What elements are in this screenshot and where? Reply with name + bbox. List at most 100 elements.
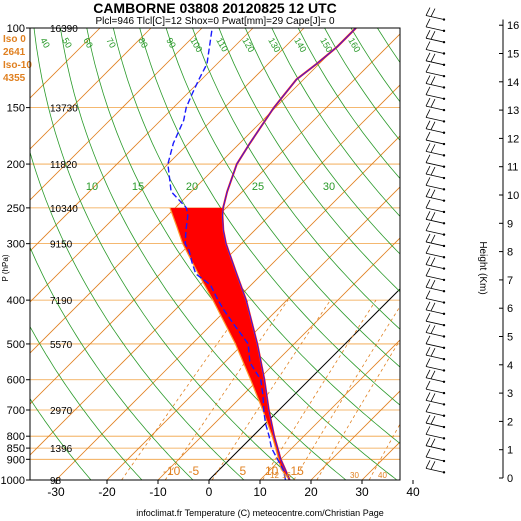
height-tick-label: 6 [507, 303, 513, 315]
wind-barb [425, 369, 446, 383]
height-tick-label: 13 [507, 105, 519, 117]
wind-barb-flag [430, 121, 436, 130]
wind-barb-staff [425, 218, 445, 224]
isotherm-line [55, 135, 400, 480]
wind-barb-dot [442, 52, 446, 55]
height-tick-label: 12 [507, 133, 519, 145]
wind-barb-dot [442, 233, 446, 236]
dry-adiabat-line [165, 28, 400, 368]
wind-barb-dot [442, 414, 446, 417]
wind-barb-staff [425, 286, 445, 292]
wind-barb [425, 392, 446, 406]
adiabat-label: 120 [240, 36, 256, 54]
wind-barb [425, 358, 446, 372]
wind-barb-dot [442, 301, 446, 304]
temperature-axis: -30 -20 -10 0 10 20 30 40 [47, 480, 420, 499]
wind-barb [425, 177, 446, 191]
adiabat-label: 15 [132, 181, 144, 193]
wind-barb-dot [442, 290, 446, 293]
wind-barb-flag [425, 18, 431, 28]
dewpoint-line [167, 28, 287, 480]
wind-barb-staff [425, 445, 445, 451]
wind-barb-dot [442, 471, 446, 474]
pressure-tick-label: 1000 [1, 475, 25, 487]
iso-level-box: Iso 0 2641 Iso-10 4355 [3, 34, 32, 84]
wind-barb-flag [430, 8, 436, 17]
wind-barb [425, 131, 446, 146]
wind-barb-dot [442, 222, 446, 225]
wind-barb-staff [425, 252, 445, 258]
wind-barb [425, 335, 446, 350]
wind-barb-flag [425, 7, 431, 16]
wind-barb-flag [430, 393, 436, 402]
pressure-tick-label: 700 [7, 405, 25, 417]
wind-barb [425, 52, 446, 67]
adiabat-label: 160 [346, 36, 362, 54]
wind-barb-staff [425, 60, 445, 66]
temperature-line [221, 28, 357, 480]
mixing-ratio-label: 30 [350, 471, 359, 480]
wind-barb-flag [425, 437, 431, 446]
wind-barb-staff [425, 94, 445, 100]
wind-barb-dot [442, 391, 446, 395]
wind-barb-flag [425, 403, 431, 412]
temperature-tick-label: 20 [304, 485, 318, 499]
wind-barb-dot [442, 448, 446, 451]
wind-barb [425, 313, 446, 327]
wind-barb-staff [425, 150, 445, 156]
wind-barb [425, 7, 446, 21]
wind-barb-flag [430, 98, 436, 108]
wind-barb [425, 279, 446, 293]
mixing-ratio-line [121, 299, 249, 480]
pressure-tick-label: 150 [7, 103, 25, 115]
wind-barb-flag [430, 257, 436, 266]
wind-barb-staff [425, 377, 445, 383]
wind-barb-flag [430, 53, 436, 62]
wind-barb-staff [425, 456, 445, 462]
adiabat-label: 30 [323, 181, 335, 193]
isotherm-line [30, 28, 356, 354]
adiabat-label: 80 [136, 36, 150, 50]
wind-barb [425, 199, 446, 214]
chart-subtitle: Plcl=946 Tlcl[C]=12 Shox=0 Pwat[mm]=29 C… [95, 16, 335, 27]
wind-barb [425, 75, 446, 89]
wind-barb-staff [425, 320, 445, 326]
iso-zero-label: Iso 0 [3, 34, 26, 45]
pressure-tick-label: 800 [7, 431, 25, 443]
plot-area: -10 -5 5 10 15 10 15 20 25 30 40 50 60 70 80 90 100 110 12… [30, 28, 400, 480]
isotherm-line [30, 28, 305, 303]
wind-barb-staff [425, 184, 445, 190]
wind-barb-dot [442, 154, 446, 157]
mixing-ratio-label: 12 [270, 471, 279, 480]
wind-barb-flag [425, 290, 431, 299]
wind-barb-flag [430, 325, 436, 334]
wind-barb-dot [442, 97, 446, 100]
wind-barb [425, 324, 446, 338]
height-tick-label: 3 [507, 388, 513, 400]
wind-barb [425, 165, 446, 180]
wind-barb-staff [425, 83, 445, 88]
height-tick-label: 16 [507, 20, 519, 32]
mixing-ratio-line [262, 299, 377, 480]
mixing-ratio-line [316, 339, 400, 480]
wind-barb-dot [442, 40, 446, 44]
wind-barb-flag [425, 165, 431, 175]
wind-barb-flag [425, 63, 431, 73]
wind-barb-flag [430, 212, 436, 221]
wind-barb [425, 109, 446, 123]
isotherm-line [30, 28, 152, 150]
wind-barb-dot [442, 63, 446, 67]
dry-adiabat-line [377, 28, 400, 64]
height-tick-label: 9 [507, 218, 513, 230]
isotherm-label: -10 [163, 464, 181, 478]
wind-barb-staff [425, 241, 445, 247]
wind-barb-staff [425, 173, 445, 179]
height-tick-label: 1 [507, 445, 513, 457]
height-tick-label: 5 [507, 332, 513, 344]
wind-barb-flag [425, 222, 431, 231]
wind-barb [425, 426, 446, 440]
dry-adiabat-line [30, 325, 143, 480]
adiabat-label: 10 [86, 181, 98, 193]
isotherm-line [30, 28, 203, 201]
wind-barb [425, 222, 446, 236]
